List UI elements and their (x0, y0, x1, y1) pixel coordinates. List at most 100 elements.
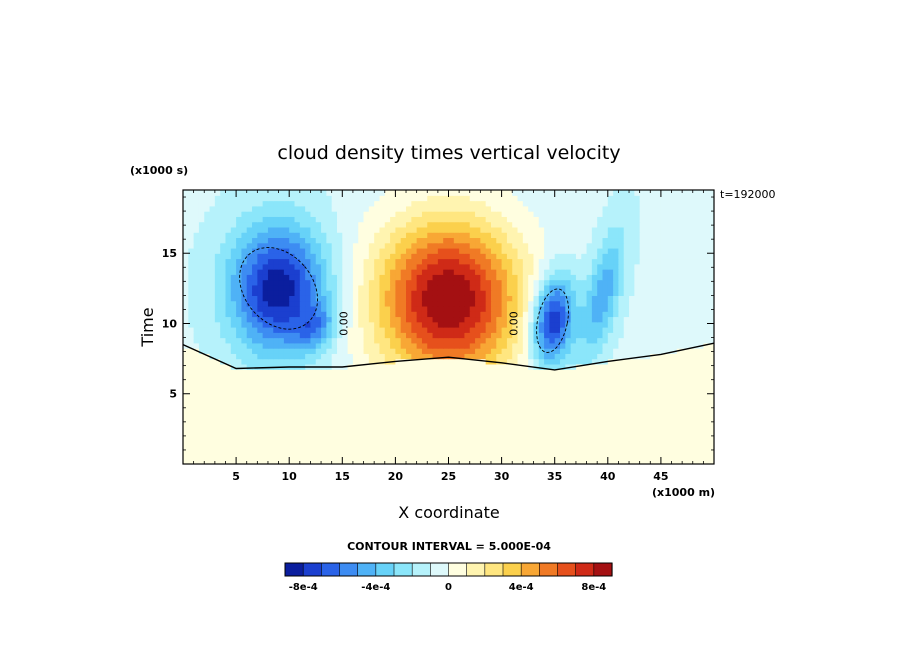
field-cell (358, 427, 365, 433)
field-cell (241, 369, 248, 376)
field-cell (225, 327, 232, 333)
field-cell (464, 311, 471, 318)
field-cell (262, 427, 269, 433)
field-cell (650, 242, 657, 249)
field-cell (448, 247, 455, 254)
field-cell (220, 242, 227, 249)
field-cell (230, 232, 237, 239)
field-cell (666, 247, 673, 254)
field-cell (506, 200, 513, 207)
field-cell (437, 353, 444, 360)
field-cell (379, 400, 386, 407)
field-cell (225, 421, 232, 428)
field-cell (506, 258, 513, 265)
field-cell (400, 427, 407, 433)
field-cell (358, 332, 365, 339)
field-cell (214, 295, 221, 302)
field-cell (326, 200, 333, 207)
field-cell (586, 316, 593, 323)
field-cell (453, 284, 460, 291)
field-cell (368, 332, 375, 339)
field-cell (650, 232, 657, 239)
field-cell (591, 300, 598, 307)
field-cell (368, 406, 375, 412)
field-cell (209, 358, 216, 365)
field-cell (310, 369, 317, 376)
field-cell (220, 416, 227, 423)
field-cell (613, 363, 620, 370)
field-cell (241, 242, 248, 249)
field-cell (411, 453, 418, 460)
field-cell (575, 416, 582, 423)
field-cell (708, 453, 714, 460)
field-cell (183, 211, 189, 217)
field-cell (655, 327, 662, 333)
field-cell (230, 321, 237, 328)
field-cell (490, 242, 497, 249)
field-cell (214, 369, 221, 376)
field-cell (512, 416, 519, 423)
field-cell (538, 348, 545, 354)
field-cell (618, 353, 625, 360)
field-cell (528, 284, 535, 291)
field-cell (379, 200, 386, 207)
field-cell (597, 337, 604, 344)
field-cell (629, 432, 635, 439)
field-cell (299, 200, 306, 207)
field-cell (607, 379, 614, 386)
field-cell (294, 221, 301, 228)
field-cell (570, 263, 577, 270)
field-cell (368, 448, 375, 455)
field-cell (682, 263, 689, 270)
field-cell (490, 337, 497, 344)
field-cell (517, 269, 524, 275)
field-cell (331, 421, 338, 428)
field-cell (411, 353, 418, 360)
field-cell (347, 342, 354, 349)
field-cell (395, 258, 402, 265)
field-cell (188, 363, 195, 370)
field-cell (421, 216, 428, 223)
field-cell (358, 342, 365, 349)
field-cell (708, 242, 714, 249)
field-cell (671, 258, 678, 265)
field-cell (416, 232, 423, 239)
field-cell (289, 427, 296, 433)
field-cell (390, 342, 396, 349)
field-cell (586, 421, 593, 428)
field-cell (512, 363, 519, 370)
field-cell (188, 406, 195, 412)
field-cell (496, 205, 503, 212)
field-cell (294, 327, 301, 333)
field-cell (241, 316, 248, 323)
field-cell (512, 211, 519, 217)
field-cell (629, 363, 635, 370)
field-cell (501, 311, 508, 318)
field-cell (246, 226, 253, 233)
field-cell (496, 374, 503, 381)
field-cell (326, 263, 333, 270)
field-cell (517, 453, 524, 460)
field-cell (629, 384, 635, 391)
field-cell (528, 437, 535, 444)
field-cell (512, 316, 519, 323)
field-cell (660, 332, 667, 339)
field-cell (698, 205, 704, 212)
field-cell (644, 395, 651, 402)
field-cell (416, 279, 423, 286)
field-cell (347, 295, 354, 302)
field-cell (241, 390, 248, 397)
field-cell (607, 290, 614, 296)
field-cell (273, 406, 280, 412)
field-cell (538, 232, 545, 239)
field-cell (522, 247, 529, 254)
field-cell (554, 216, 561, 223)
field-cell (650, 400, 657, 407)
field-cell (183, 247, 189, 254)
field-cell (198, 448, 205, 455)
field-cell (315, 369, 322, 376)
field-cell (267, 300, 274, 307)
field-cell (538, 242, 545, 249)
field-cell (591, 205, 598, 212)
field-cell (666, 427, 673, 433)
